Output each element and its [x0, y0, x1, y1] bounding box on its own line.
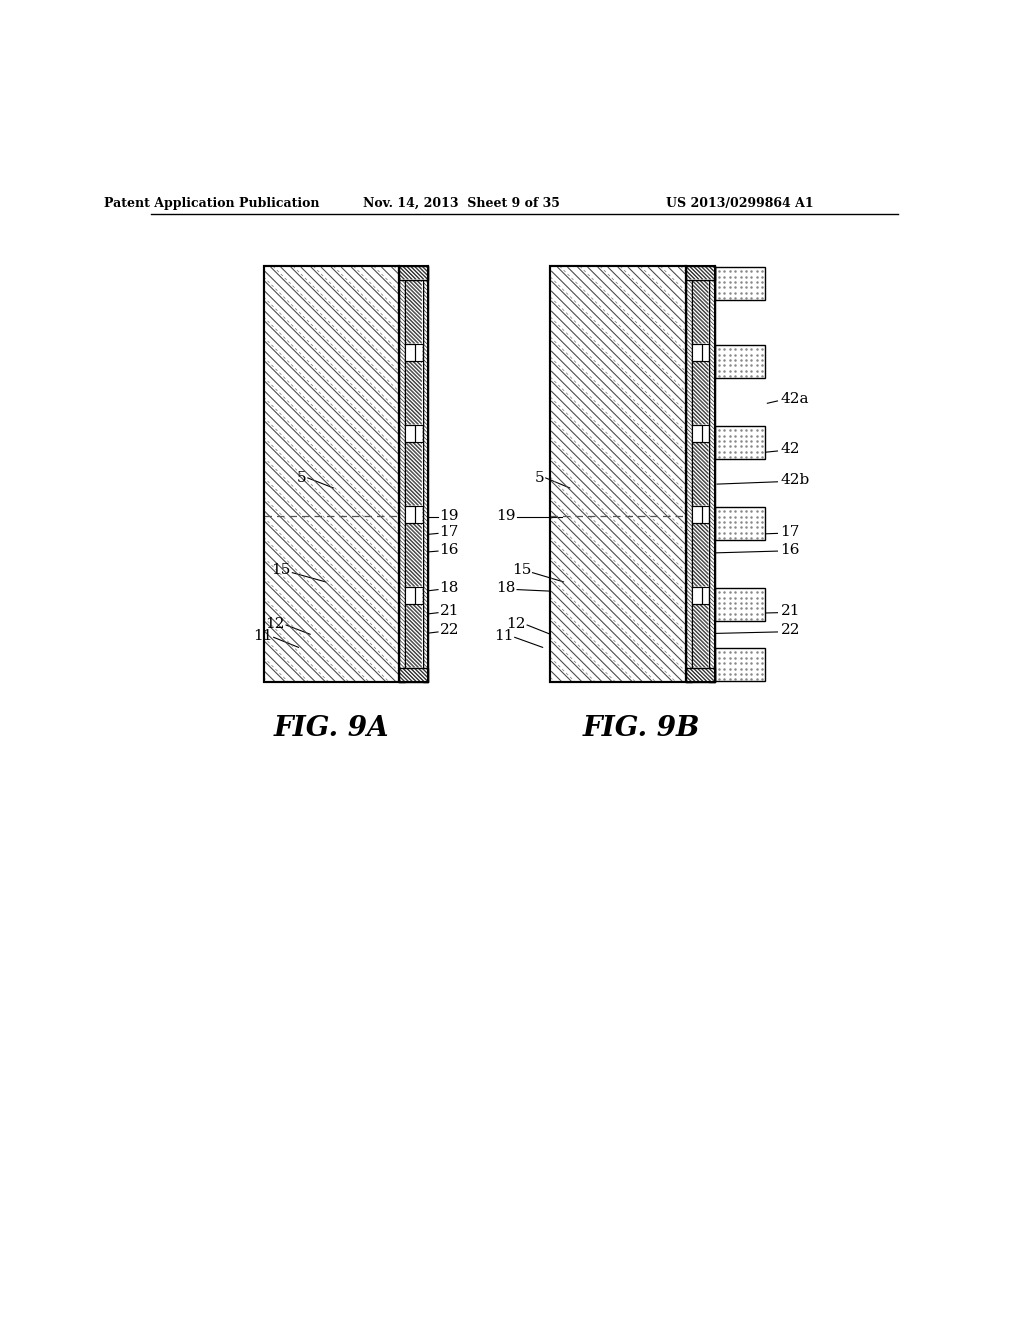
Text: 21: 21	[439, 605, 459, 618]
Text: 15: 15	[271, 564, 291, 577]
Bar	[406, 362, 423, 425]
Bar	[692, 523, 710, 587]
Bar	[406, 587, 415, 605]
Text: 12: 12	[265, 618, 285, 631]
Bar	[406, 345, 415, 362]
Bar	[263, 267, 399, 682]
Bar	[692, 425, 701, 442]
Text: 18: 18	[496, 581, 515, 595]
Text: 5: 5	[297, 471, 306, 484]
Text: FIG. 9B: FIG. 9B	[583, 714, 700, 742]
Bar	[686, 267, 715, 280]
Bar	[710, 267, 715, 682]
Text: 42b: 42b	[780, 474, 810, 487]
Text: 12: 12	[506, 618, 525, 631]
Bar	[692, 506, 701, 523]
Bar	[715, 345, 765, 378]
Bar	[406, 506, 415, 523]
Text: 5: 5	[535, 471, 544, 484]
Bar	[715, 507, 765, 540]
Bar	[692, 442, 710, 506]
Text: 17: 17	[439, 525, 459, 539]
Text: 11: 11	[494, 628, 513, 643]
Bar	[423, 267, 428, 682]
Text: 15: 15	[512, 564, 531, 577]
Bar	[692, 605, 710, 668]
Bar	[715, 648, 765, 681]
Bar	[692, 587, 701, 605]
Text: 21: 21	[780, 605, 800, 618]
Bar	[715, 426, 765, 459]
Bar	[406, 442, 423, 506]
Bar	[406, 605, 423, 668]
Text: Nov. 14, 2013  Sheet 9 of 35: Nov. 14, 2013 Sheet 9 of 35	[362, 197, 560, 210]
Text: 42: 42	[780, 442, 800, 457]
Text: 22: 22	[439, 623, 459, 638]
Bar	[399, 267, 428, 280]
Bar	[710, 267, 715, 682]
Bar	[399, 267, 406, 682]
Bar	[550, 267, 686, 682]
Bar	[406, 280, 423, 345]
Text: 18: 18	[439, 581, 459, 595]
Bar	[263, 267, 399, 682]
Bar	[686, 267, 692, 682]
Text: FIG. 9A: FIG. 9A	[273, 714, 389, 742]
Text: 11: 11	[253, 628, 272, 643]
Text: Patent Application Publication: Patent Application Publication	[104, 197, 319, 210]
Text: 16: 16	[780, 543, 800, 557]
Bar	[550, 267, 686, 682]
Bar	[692, 280, 710, 345]
Bar	[686, 267, 692, 682]
Bar	[406, 523, 423, 587]
Bar	[715, 267, 765, 300]
Text: 19: 19	[439, 510, 459, 524]
Bar	[399, 267, 406, 682]
Text: 16: 16	[439, 543, 459, 557]
Text: 17: 17	[780, 525, 800, 539]
Text: 19: 19	[496, 510, 515, 524]
Bar	[692, 362, 710, 425]
Text: 42a: 42a	[780, 392, 809, 405]
Bar	[692, 345, 701, 362]
Text: US 2013/0299864 A1: US 2013/0299864 A1	[667, 197, 814, 210]
Bar	[423, 267, 428, 682]
Bar	[715, 587, 765, 620]
Bar	[399, 668, 428, 682]
Text: 22: 22	[780, 623, 800, 638]
Bar	[406, 425, 415, 442]
Bar	[686, 668, 715, 682]
